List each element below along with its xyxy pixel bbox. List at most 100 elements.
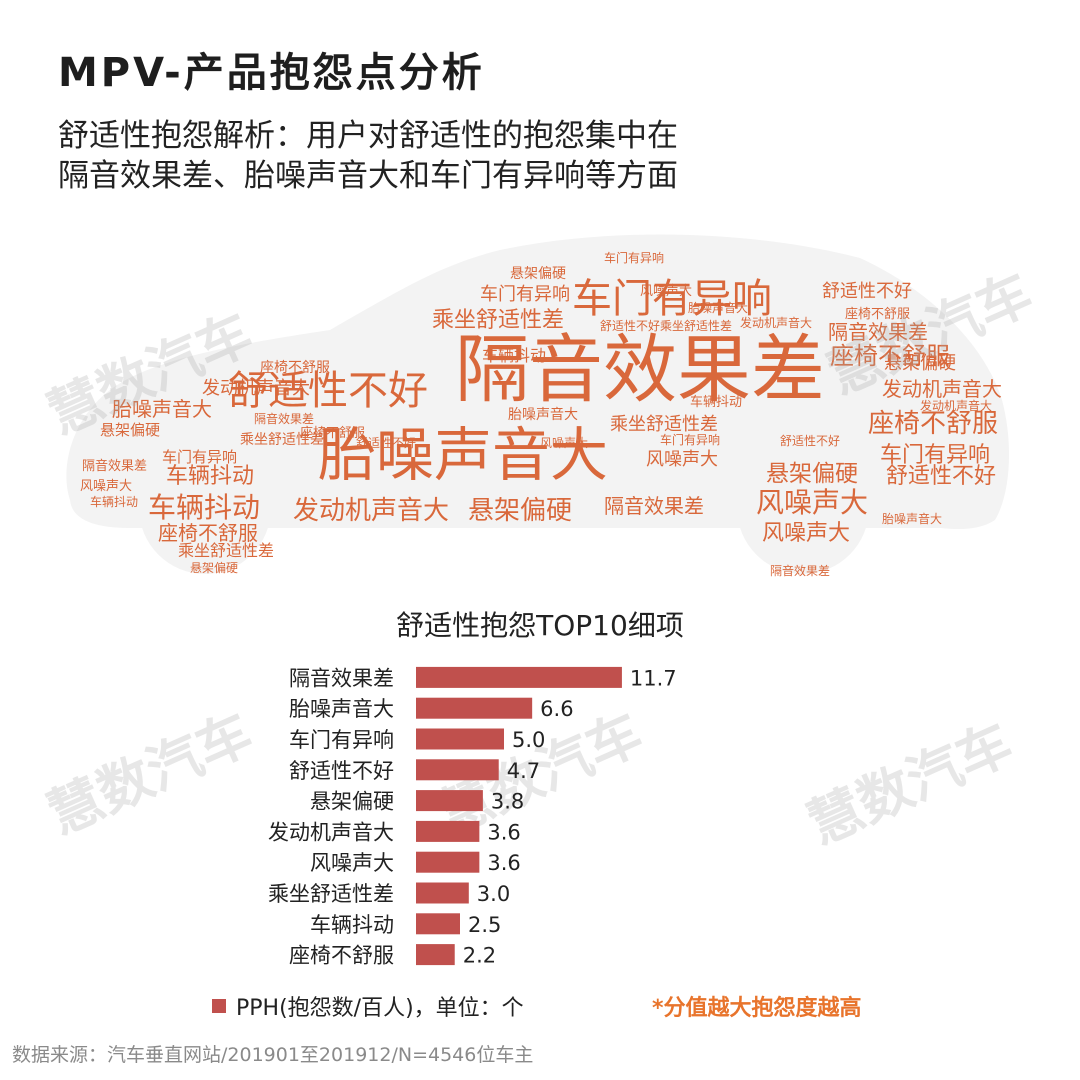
word-cloud-word: 车门有异响 <box>162 448 237 466</box>
word-cloud-word: 座椅不舒服 <box>158 521 258 545</box>
legend-swatch <box>212 999 226 1013</box>
word-cloud-word: 风噪声大 <box>646 449 718 470</box>
word-cloud-word: 风噪声大 <box>756 486 868 519</box>
word-cloud-word: 车门有异响 <box>604 250 664 265</box>
word-cloud-word: 舒适性不好 <box>228 368 428 414</box>
bar <box>416 913 460 935</box>
word-cloud-word: 悬架偏硬 <box>510 266 566 282</box>
word-cloud-word: 悬架偏硬 <box>190 560 238 575</box>
category-label: 发动机声音大 <box>268 820 394 844</box>
word-cloud-word: 车辆抖动 <box>148 491 260 524</box>
word-cloud-word: 舒适性不好 <box>600 319 660 333</box>
word-cloud-word: 风噪声大 <box>762 521 850 546</box>
word-cloud-word: 车门有异响 <box>880 443 990 468</box>
word-cloud-word: 胎噪声音大 <box>318 421 608 489</box>
category-label: 乘坐舒适性差 <box>268 882 394 906</box>
value-label: 3.0 <box>477 882 510 906</box>
bar <box>416 882 469 904</box>
word-cloud-word: 车门有异响 <box>480 284 570 305</box>
category-label: 座椅不舒服 <box>289 944 394 968</box>
word-cloud-word: 悬架偏硬 <box>766 461 858 487</box>
value-label: 3.6 <box>487 851 520 875</box>
category-label: 舒适性不好 <box>289 759 394 783</box>
word-cloud-word: 发动机声音大 <box>882 377 1002 401</box>
value-label: 6.6 <box>540 697 573 721</box>
word-cloud-word: 乘坐舒适性差 <box>610 414 718 435</box>
value-label: 5.0 <box>512 728 545 752</box>
word-cloud-word: 悬架偏硬 <box>884 353 956 374</box>
word-cloud-word: 风噪声大 <box>80 479 132 494</box>
word-cloud-word: 隔音效果差 <box>455 327 825 413</box>
word-cloud-word: 车辆抖动 <box>90 494 138 509</box>
word-cloud-word: 车辆抖动 <box>690 394 742 410</box>
word-cloud-word: 座椅不舒服 <box>300 426 365 441</box>
word-cloud-word: 隔音效果差 <box>254 411 314 426</box>
bar <box>416 666 622 688</box>
value-label: 11.7 <box>630 666 677 690</box>
word-cloud-word: 舒适性不好 <box>822 281 912 302</box>
word-cloud-word: 座椅不舒服 <box>260 360 330 376</box>
category-label: 风噪声大 <box>310 851 394 875</box>
category-label: 隔音效果差 <box>289 666 394 690</box>
word-cloud-word: 舒适性不好 <box>356 436 416 450</box>
word-cloud-word: 舒适性不好 <box>780 434 840 448</box>
word-cloud-word: 隔音效果差 <box>82 458 147 474</box>
bar <box>416 820 480 842</box>
score-note: *分值越大抱怨度越高 <box>652 996 862 1021</box>
word-cloud-word: 座椅不舒服 <box>868 409 998 439</box>
category-label: 车门有异响 <box>289 728 394 752</box>
word-cloud-word: 隔音效果差 <box>828 320 928 344</box>
category-label: 悬架偏硬 <box>310 790 394 814</box>
chart-title: 舒适性抱怨TOP10细项 <box>396 609 684 642</box>
value-label: 2.5 <box>468 913 501 937</box>
word-cloud-word: 风噪声大 <box>640 284 692 299</box>
word-cloud-word: 胎噪声音大 <box>882 511 942 526</box>
word-cloud-word: 隔音效果差 <box>770 563 830 578</box>
word-cloud-word: 乘坐舒适性差 <box>240 432 324 448</box>
subtitle-line-2: 隔音效果差、胎噪声音大和车门有异响等方面 <box>58 158 678 194</box>
word-cloud-word: 乘坐舒适性差 <box>432 308 564 333</box>
category-label: 胎噪声音大 <box>289 697 394 721</box>
value-label: 3.8 <box>491 790 524 814</box>
bar <box>416 728 504 750</box>
word-cloud-word: 发动机声音大 <box>293 496 449 526</box>
word-cloud-word: 车辆抖动 <box>166 464 254 489</box>
subtitle: 舒适性抱怨解析：用户对舒适性的抱怨集中在 隔音效果差、胎噪声音大和车门有异响等方… <box>58 116 678 196</box>
word-cloud-word: 胎噪声音大 <box>112 397 212 421</box>
word-cloud-word: 风噪声大 <box>540 436 588 450</box>
word-cloud-word: 发动机声音大 <box>202 378 310 399</box>
word-cloud-word: 座椅不舒服 <box>845 307 910 322</box>
word-cloud-word: 悬架偏硬 <box>468 496 572 526</box>
bar <box>416 759 499 781</box>
rear-wheel <box>139 442 271 574</box>
chart-legend: PPH(抱怨数/百人)，单位：个 <box>212 990 524 1022</box>
word-cloud-word: 乘坐舒适性差 <box>660 319 732 333</box>
word-cloud-word: 悬架偏硬 <box>100 421 160 439</box>
word-cloud-word: 发动机声音大 <box>740 315 812 330</box>
word-cloud-word: 舒适性不好 <box>886 464 996 489</box>
word-cloud-word: 座椅不舒服 <box>830 342 950 370</box>
bar <box>416 790 483 812</box>
word-cloud-word: 车辆抖动 <box>482 346 546 365</box>
data-source: 数据来源：汽车垂直网站/201901至201912/N=4546位车主 <box>12 1044 534 1066</box>
word-cloud-word: 车门有异响 <box>572 276 772 322</box>
word-cloud: 隔音效果差胎噪声音大车门有异响舒适性不好风噪声大乘坐舒适性差悬架偏硬发动机声音大… <box>66 234 1010 578</box>
value-label: 4.7 <box>507 759 540 783</box>
value-label: 2.2 <box>463 944 496 968</box>
bar <box>416 697 533 719</box>
front-wheel <box>737 442 869 574</box>
value-label: 3.6 <box>487 820 520 844</box>
word-cloud-word: 发动机声音大 <box>920 398 992 413</box>
subtitle-line-1: 舒适性抱怨解析：用户对舒适性的抱怨集中在 <box>58 118 678 154</box>
word-cloud-word: 车门有异响 <box>660 432 720 447</box>
word-cloud-word: 隔音效果差 <box>604 494 704 518</box>
word-cloud-word: 胎噪声音大 <box>688 300 748 315</box>
word-cloud-word: 乘坐舒适性差 <box>178 541 274 560</box>
bar <box>416 944 455 966</box>
legend-label: PPH(抱怨数/百人)，单位：个 <box>236 996 524 1021</box>
page-title: MPV-产品抱怨点分析 <box>58 50 485 96</box>
bar <box>416 851 480 873</box>
category-label: 车辆抖动 <box>310 913 394 937</box>
word-cloud-word: 胎噪声音大 <box>508 406 578 423</box>
